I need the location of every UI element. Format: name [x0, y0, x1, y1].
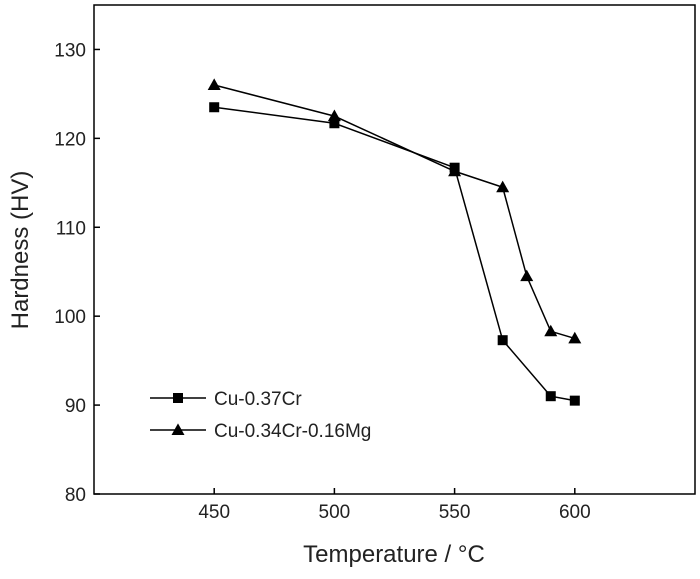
y-tick-label: 80 — [65, 485, 86, 506]
data-point — [327, 109, 341, 122]
legend-marker — [173, 393, 183, 403]
data-point — [569, 395, 580, 406]
series-layer — [207, 78, 582, 406]
data-point — [448, 164, 462, 177]
y-tick-label: 90 — [65, 396, 86, 417]
series-line — [214, 84, 576, 340]
data-point — [520, 269, 534, 282]
data-point — [496, 180, 510, 193]
data-point — [209, 102, 220, 113]
legend-label: Cu-0.37Cr — [214, 389, 302, 410]
ticks: 450 500 550 600 80 90 100 110 120 130 — [54, 40, 590, 523]
data-point — [544, 324, 558, 337]
legend-label: Cu-0.34Cr-0.16Mg — [214, 421, 371, 442]
x-tick-label: 500 — [319, 502, 351, 523]
data-point — [329, 118, 340, 129]
x-tick-label: 600 — [559, 502, 591, 523]
data-point — [545, 391, 556, 402]
legend-marker — [171, 423, 185, 435]
y-axis-title: Hardness (HV) — [7, 171, 34, 330]
plot-frame — [93, 4, 696, 495]
x-tick-label: 550 — [439, 502, 471, 523]
y-tick-label: 100 — [54, 307, 86, 328]
x-tick-label: 450 — [198, 502, 230, 523]
y-tick-label: 110 — [56, 218, 86, 239]
data-point — [568, 331, 582, 344]
data-point — [207, 78, 221, 90]
y-tick-label: 130 — [54, 40, 86, 61]
legend: Cu-0.37Cr Cu-0.34Cr-0.16Mg — [150, 389, 371, 442]
data-point — [497, 335, 508, 346]
x-axis-title: Temperature / °C — [303, 541, 485, 568]
y-tick-label: 120 — [54, 129, 86, 150]
